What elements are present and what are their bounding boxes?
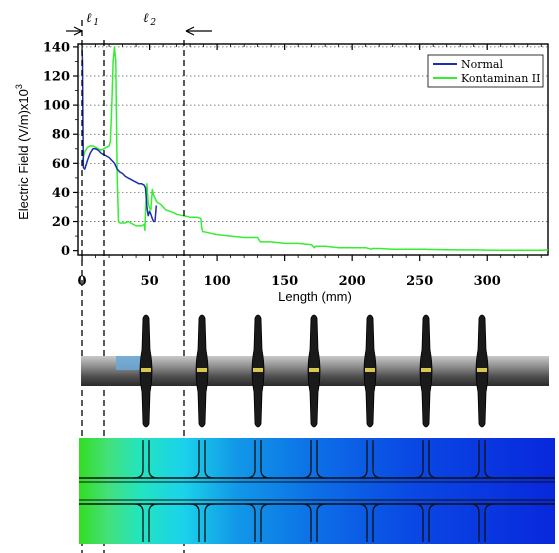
y-tick-label-80: 80 xyxy=(52,128,70,143)
legend-label-normal: Normal xyxy=(461,58,503,71)
field-shed-top-2 xyxy=(189,440,215,479)
legend: Normal Kontaminan II xyxy=(427,54,544,88)
y-axis-label-superscript: 3 xyxy=(14,84,24,89)
field-shed-top-1 xyxy=(133,440,159,479)
x-tick-label-250: 250 xyxy=(406,274,433,289)
shed-core-4 xyxy=(309,368,319,372)
region-arrow-right-head xyxy=(185,26,195,36)
shed-core-6 xyxy=(421,368,431,372)
shed-core-2 xyxy=(197,368,207,372)
field-shed-top-5 xyxy=(357,440,383,479)
y-axis-label: Electric Field (V/m)x103 xyxy=(14,84,31,220)
y-tick-label-120: 120 xyxy=(43,70,70,85)
data-series xyxy=(81,46,549,251)
series-line-normal xyxy=(81,49,158,223)
field-shed-bottom-6 xyxy=(413,503,439,542)
contaminant-layer xyxy=(116,356,144,370)
y-tick-label-100: 100 xyxy=(43,99,70,114)
x-tick-label-100: 100 xyxy=(204,274,231,289)
field-shed-top-3 xyxy=(245,440,271,479)
y-tick-label-40: 40 xyxy=(52,186,70,201)
plot-frame xyxy=(77,43,549,256)
electric-field-chart: 0 20 40 60 80 100 120 140 0 50 100 150 200 250 300 Le… xyxy=(14,40,549,304)
field-shed-bottom-2 xyxy=(189,503,215,542)
y-tick-label-140: 140 xyxy=(43,40,70,55)
legend-label-kontaminan: Kontaminan II xyxy=(461,72,540,85)
insulator-sheds xyxy=(139,314,489,428)
x-tick-label-50: 50 xyxy=(141,274,159,289)
x-tick-label-150: 150 xyxy=(271,274,298,289)
shed-core-1 xyxy=(141,368,151,372)
legend-box xyxy=(427,54,544,88)
top-minor-ticks xyxy=(95,44,542,258)
field-geometry-outline xyxy=(79,440,555,542)
shed-core-7 xyxy=(477,368,487,372)
field-shed-bottom-4 xyxy=(301,503,327,542)
field-shed-top-6 xyxy=(413,440,439,479)
field-shed-top-4 xyxy=(301,440,327,479)
field-distribution-map xyxy=(79,438,555,544)
field-shed-bottom-1 xyxy=(133,503,159,542)
x-axis-label: Length (mm) xyxy=(278,289,352,304)
field-shed-bottom-5 xyxy=(357,503,383,542)
x-tick-label-300: 300 xyxy=(474,274,501,289)
x-tick-label-200: 200 xyxy=(339,274,366,289)
insulator-model xyxy=(81,314,549,428)
y-tick-label-0: 0 xyxy=(61,244,70,259)
region-arrow-left-head xyxy=(73,26,83,36)
y-axis-label-main: Electric Field (V/m)x10 xyxy=(16,89,31,220)
shed-core-5 xyxy=(365,368,375,372)
y-tick-label-20: 20 xyxy=(52,215,70,230)
shed-core-3 xyxy=(253,368,263,372)
y-tick-label-60: 60 xyxy=(52,157,70,172)
series-line-kontaminan-ii xyxy=(81,46,549,251)
y-axis-ticks: 0 20 40 60 80 100 120 140 xyxy=(43,40,78,259)
field-shed-bottom-7 xyxy=(469,503,495,542)
field-shed-top-7 xyxy=(469,440,495,479)
field-shed-bottom-3 xyxy=(245,503,271,542)
